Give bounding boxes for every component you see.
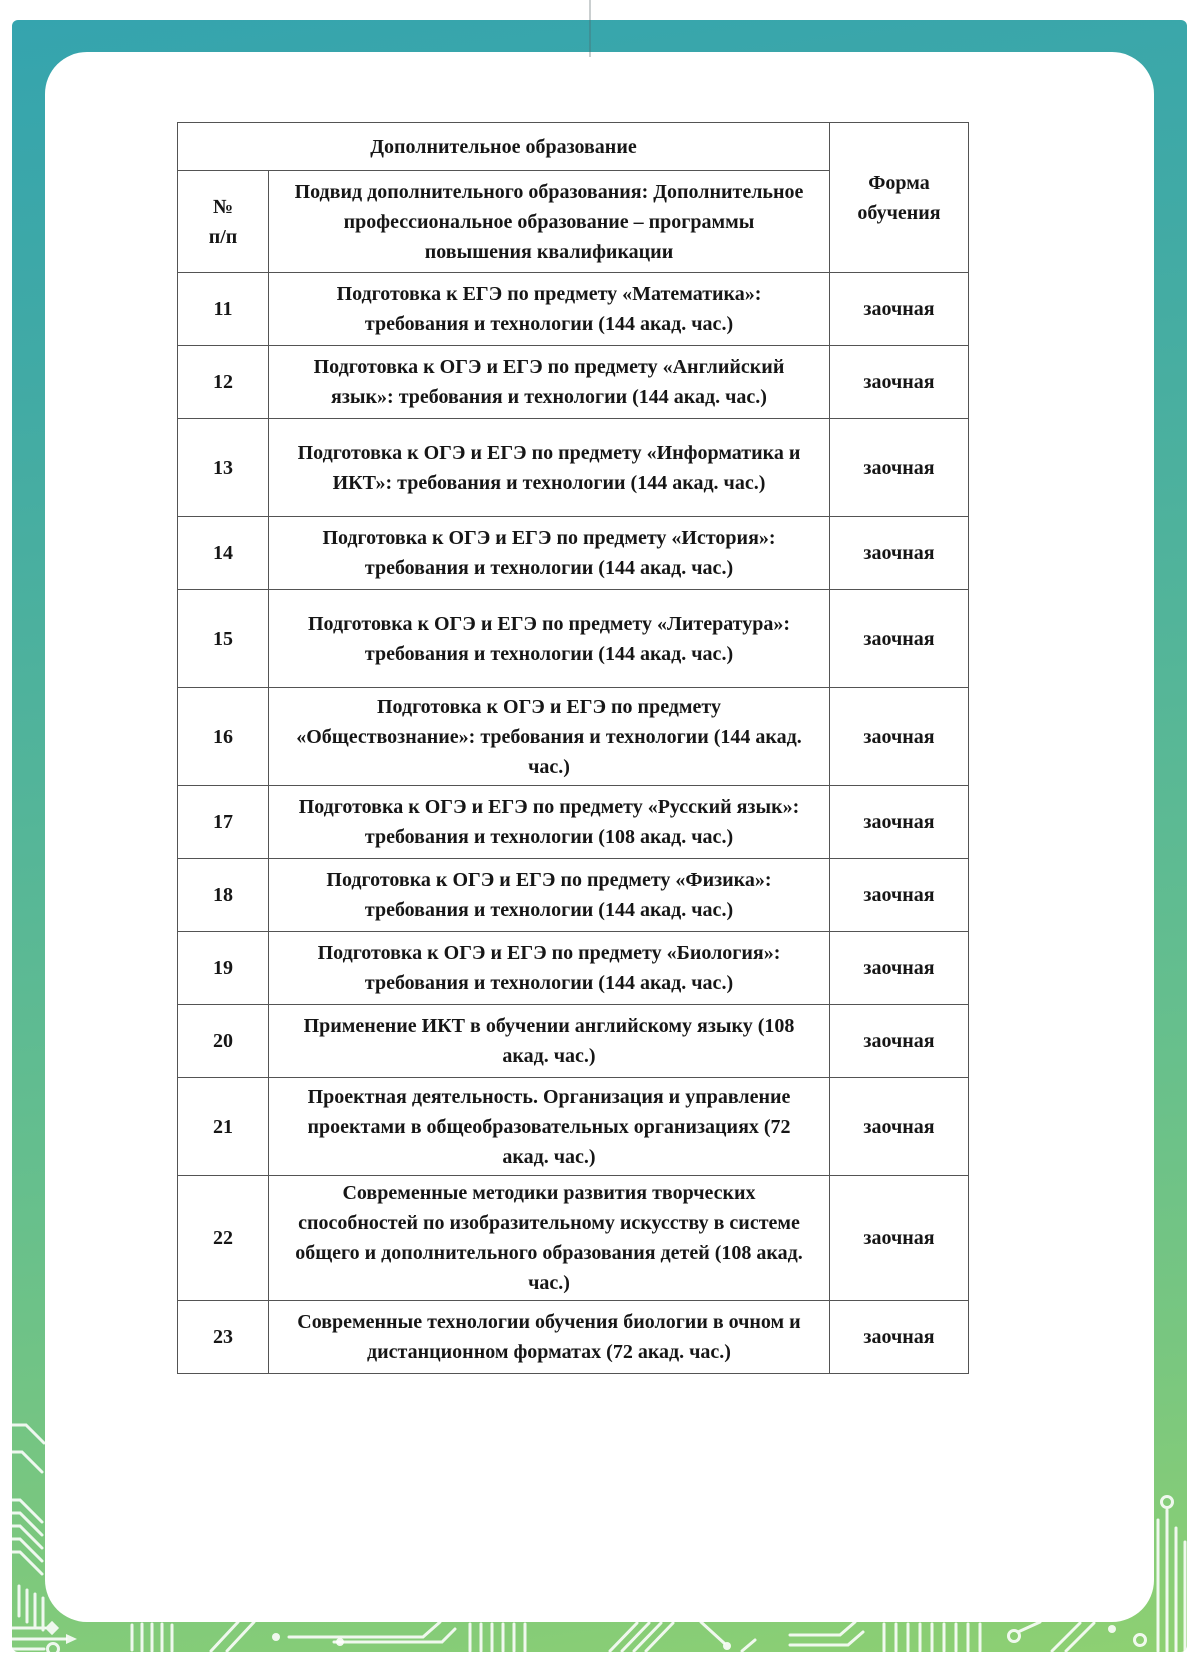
program-cell: Подготовка к ОГЭ и ЕГЭ по предмету «Биол…	[268, 931, 830, 1005]
table-header-group-row: Дополнительное образование Форма обучени…	[177, 122, 969, 273]
program-cell: Подготовка к ОГЭ и ЕГЭ по предмету «Исто…	[268, 516, 830, 590]
program-cell: Современные методики развития творческих…	[268, 1175, 830, 1301]
form-cell: заочная	[829, 931, 969, 1005]
header-num-col: № п/п	[177, 170, 269, 273]
programs-table: Дополнительное образование Форма обучени…	[177, 122, 969, 1374]
form-cell: заочная	[829, 272, 969, 346]
table-row: 18 Подготовка к ОГЭ и ЕГЭ по предмету «Ф…	[177, 858, 969, 932]
row-number-cell: 17	[177, 785, 269, 859]
header-program-col: Подвид дополнительного образования: Допо…	[268, 170, 830, 273]
form-cell: заочная	[829, 1077, 969, 1176]
form-cell: заочная	[829, 418, 969, 517]
program-cell: Современные технологии обучения биологии…	[268, 1300, 830, 1374]
row-number-cell: 12	[177, 345, 269, 419]
program-cell: Подготовка к ОГЭ и ЕГЭ по предмету «Обще…	[268, 687, 830, 786]
form-cell: заочная	[829, 687, 969, 786]
row-number-cell: 22	[177, 1175, 269, 1301]
form-cell: заочная	[829, 1300, 969, 1374]
row-number-cell: 13	[177, 418, 269, 517]
header-group-title: Дополнительное образование	[177, 122, 830, 171]
table-row: 19 Подготовка к ОГЭ и ЕГЭ по предмету «Б…	[177, 931, 969, 1005]
program-cell: Подготовка к ЕГЭ по предмету «Математика…	[268, 272, 830, 346]
form-cell: заочная	[829, 785, 969, 859]
program-cell: Проектная деятельность. Организация и уп…	[268, 1077, 830, 1176]
row-number-cell: 11	[177, 272, 269, 346]
form-cell: заочная	[829, 1004, 969, 1078]
table-row: 20 Применение ИКТ в обучении английскому…	[177, 1004, 969, 1078]
form-cell: заочная	[829, 589, 969, 688]
row-number-cell: 18	[177, 858, 269, 932]
table-row: 21 Проектная деятельность. Организация и…	[177, 1077, 969, 1176]
table-row: 17 Подготовка к ОГЭ и ЕГЭ по предмету «Р…	[177, 785, 969, 859]
row-number-cell: 14	[177, 516, 269, 590]
table-row: 16 Подготовка к ОГЭ и ЕГЭ по предмету «О…	[177, 687, 969, 786]
program-cell: Подготовка к ОГЭ и ЕГЭ по предмету «Инфо…	[268, 418, 830, 517]
table-row: 11 Подготовка к ЕГЭ по предмету «Математ…	[177, 272, 969, 346]
program-cell: Подготовка к ОГЭ и ЕГЭ по предмету «Лите…	[268, 589, 830, 688]
form-cell: заочная	[829, 858, 969, 932]
table-row: 22 Современные методики развития творчес…	[177, 1175, 969, 1301]
scan-artifact-line	[589, 0, 591, 57]
program-cell: Применение ИКТ в обучении английскому яз…	[268, 1004, 830, 1078]
form-cell: заочная	[829, 1175, 969, 1301]
table-row: 12 Подготовка к ОГЭ и ЕГЭ по предмету «А…	[177, 345, 969, 419]
row-number-cell: 20	[177, 1004, 269, 1078]
row-number-cell: 19	[177, 931, 269, 1005]
program-cell: Подготовка к ОГЭ и ЕГЭ по предмету «Англ…	[268, 345, 830, 419]
row-number-cell: 16	[177, 687, 269, 786]
program-cell: Подготовка к ОГЭ и ЕГЭ по предмету «Русс…	[268, 785, 830, 859]
form-cell: заочная	[829, 345, 969, 419]
table-row: 13 Подготовка к ОГЭ и ЕГЭ по предмету «И…	[177, 418, 969, 517]
table-row: 23 Современные технологии обучения биоло…	[177, 1300, 969, 1374]
row-number-cell: 21	[177, 1077, 269, 1176]
table-row: 14 Подготовка к ОГЭ и ЕГЭ по предмету «И…	[177, 516, 969, 590]
header-form-col: Форма обучения	[829, 122, 969, 273]
program-cell: Подготовка к ОГЭ и ЕГЭ по предмету «Физи…	[268, 858, 830, 932]
row-number-cell: 15	[177, 589, 269, 688]
table-row: 15 Подготовка к ОГЭ и ЕГЭ по предмету «Л…	[177, 589, 969, 688]
row-number-cell: 23	[177, 1300, 269, 1374]
form-cell: заочная	[829, 516, 969, 590]
